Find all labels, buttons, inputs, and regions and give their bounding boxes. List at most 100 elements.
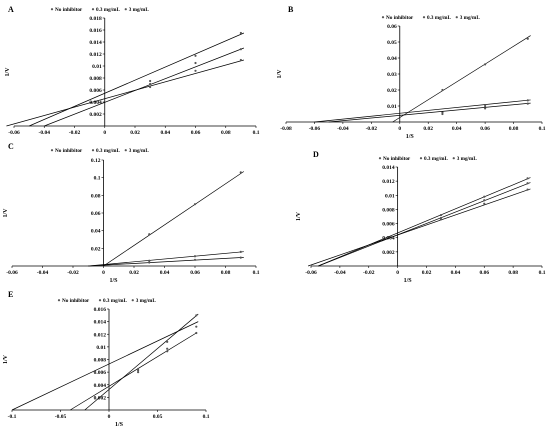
y-tick-label: 0.04 <box>387 56 397 62</box>
x-tick-label: 0.08 <box>508 270 518 276</box>
data-point <box>148 259 151 262</box>
legend-entry: 3 mg/mL <box>457 156 478 162</box>
data-point <box>194 54 197 57</box>
legend-entry: No inhibitor <box>383 156 411 162</box>
panel-a: A No inhibitor 0.3 mg/mL 3 mg/mL -0.06 -0.04 -… <box>5 5 260 136</box>
x-tick-label: 0.04 <box>451 270 461 276</box>
x-tick-label: 0.02 <box>422 270 432 276</box>
panel-letter: D <box>313 150 319 159</box>
y-tick-label: 0.008 <box>382 207 395 213</box>
data-point <box>239 31 242 35</box>
x-tick-label: -0.06 <box>6 270 18 276</box>
panel-letter: C <box>8 142 14 151</box>
x-tick-label: 0.06 <box>480 126 490 132</box>
x-axis-title: 1/S <box>115 422 124 428</box>
x-axis-title: 1/S <box>404 278 413 284</box>
y-tick-label: 0.08 <box>91 193 101 199</box>
series-line <box>88 256 244 267</box>
data-point <box>239 256 242 259</box>
y-tick-label: 0.002 <box>382 250 395 256</box>
x-tick-label: 0.02 <box>423 126 433 132</box>
data-point <box>148 261 151 264</box>
series-3 <box>103 171 244 267</box>
legend-marker <box>57 299 61 302</box>
legend-entry: No inhibitor <box>55 148 83 154</box>
x-tick-label: 0.08 <box>509 126 519 132</box>
x-tick-label: 0 <box>396 270 399 276</box>
x-tick-label: -0.04 <box>334 270 346 276</box>
data-point <box>484 107 487 110</box>
data-point <box>193 203 197 206</box>
series-line <box>307 188 531 267</box>
legend-entry: 0.3 mg/mL <box>96 148 120 154</box>
panel-letter: E <box>8 290 13 299</box>
data-point <box>484 63 487 66</box>
x-tick-label: 0.04 <box>160 130 170 136</box>
x-tick-label: 0.1 <box>253 130 260 136</box>
x-tick-label: -0.06 <box>309 126 321 132</box>
series-1 <box>70 331 198 411</box>
legend: No inhibitor 0.3 mg/mL 3 mg/mL <box>381 15 480 21</box>
x-tick-label: 0.04 <box>160 270 170 276</box>
y-tick-label: 0.018 <box>89 16 102 22</box>
y-tick-label: 0.01 <box>387 104 397 110</box>
x-tick-label: -0.08 <box>280 126 292 132</box>
legend: No inhibitor 0.3 mg/mL 3 mg/mL <box>378 156 478 162</box>
data-point <box>239 48 242 51</box>
series-line <box>318 182 531 267</box>
legend-marker <box>131 299 134 302</box>
panel-d: D No inhibitor 0.3 mg/mL 3 mg/mL -0.06 -0.04 -… <box>296 150 546 284</box>
y-tick-label: 0.06 <box>387 24 397 30</box>
y-tick-label: 0.01 <box>96 345 106 351</box>
legend-entry: 0.3 mg/mL <box>103 298 127 304</box>
legend-marker <box>98 299 102 302</box>
x-tick-label: 0 <box>398 126 401 132</box>
series-1 <box>318 177 531 267</box>
series-line <box>328 102 531 123</box>
x-tick-label: 0 <box>108 414 111 420</box>
x-tick-label: 0.02 <box>130 130 140 136</box>
data-point <box>483 195 486 198</box>
data-point <box>484 104 487 108</box>
x-tick-label: 0.02 <box>129 270 139 276</box>
legend-entry: 0.3 mg/mL <box>424 156 448 162</box>
data-point <box>441 88 444 92</box>
series-3 <box>392 35 531 123</box>
series-2 <box>318 182 531 267</box>
data-point <box>149 85 152 89</box>
y-tick-label: 0.008 <box>94 358 107 364</box>
x-tick-label: -0.02 <box>363 270 375 276</box>
data-point <box>166 350 169 353</box>
y-tick-label: 0.12 <box>91 158 101 164</box>
y-tick-label: 0.006 <box>94 370 107 376</box>
y-tick-label: 0.014 <box>382 165 395 171</box>
series-2 <box>44 47 245 127</box>
y-tick-label: 0.02 <box>387 88 397 94</box>
data-point <box>526 37 529 40</box>
data-point <box>483 202 486 205</box>
legend-entry: 3 mg/mL <box>129 148 150 154</box>
series-line <box>103 171 244 267</box>
y-tick-label: 0.02 <box>91 246 101 252</box>
series-2 <box>328 102 531 123</box>
panel-c: C No inhibitor 0.3 mg/mL 3 mg/mL -0.06 -0.04 -… <box>3 142 260 284</box>
data-point <box>193 255 197 258</box>
data-point <box>526 188 529 191</box>
x-tick-label: 0.06 <box>190 270 200 276</box>
x-axis-title: 1/S <box>109 278 118 284</box>
series-line <box>88 251 244 267</box>
x-tick-label: -0.02 <box>67 270 79 276</box>
series-line <box>392 35 531 123</box>
data-point <box>439 218 443 221</box>
y-tick-label: 0.1 <box>94 176 101 182</box>
series-line <box>314 99 531 123</box>
series-3 <box>11 321 199 411</box>
x-axis-title: 1/S <box>406 134 415 140</box>
legend-marker <box>378 157 382 160</box>
x-tick-label: 0 <box>102 270 105 276</box>
x-tick-label: -0.1 <box>8 414 17 420</box>
y-tick-label: 0.016 <box>89 28 102 34</box>
y-axis-title: 1/V <box>277 69 283 79</box>
x-tick-label: 0.06 <box>191 130 201 136</box>
y-axis-title: 1/V <box>296 211 302 221</box>
